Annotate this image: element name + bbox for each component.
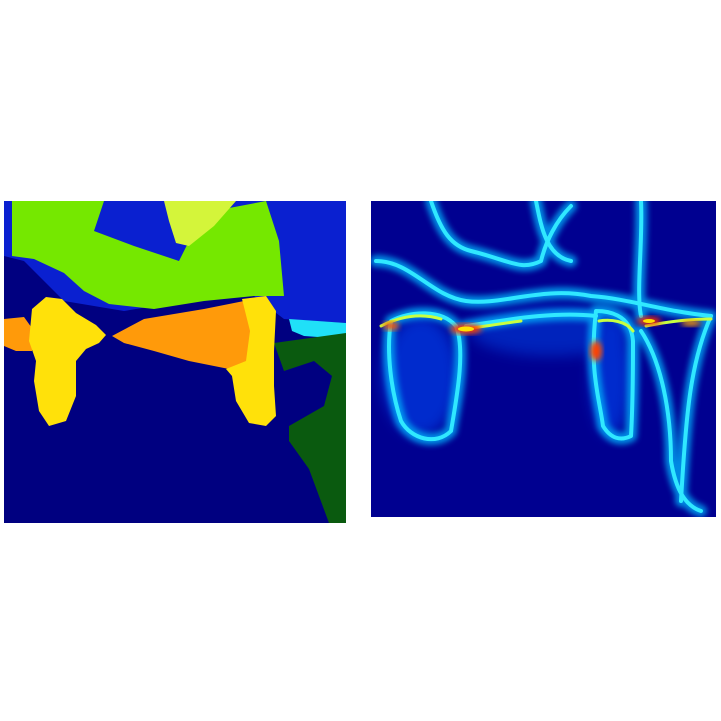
seg-region-lime: [164, 201, 236, 246]
seg-region-yellow-left: [29, 297, 106, 426]
segmentation-panel: [4, 201, 346, 523]
seg-region-orange-center: [112, 301, 252, 369]
heat-boundary-cores: [374, 201, 713, 513]
seg-region-darkgreen: [274, 333, 346, 523]
segmentation-mask: [4, 201, 346, 523]
seg-region-green: [12, 201, 284, 309]
seg-region-yellow-right: [226, 296, 276, 426]
heat-hotspots: [383, 317, 701, 361]
heatmap-panel: [371, 201, 716, 517]
seg-region-cyan: [289, 319, 346, 339]
boundary-heatmap: [371, 201, 716, 517]
seg-region-orange-left: [4, 317, 34, 351]
